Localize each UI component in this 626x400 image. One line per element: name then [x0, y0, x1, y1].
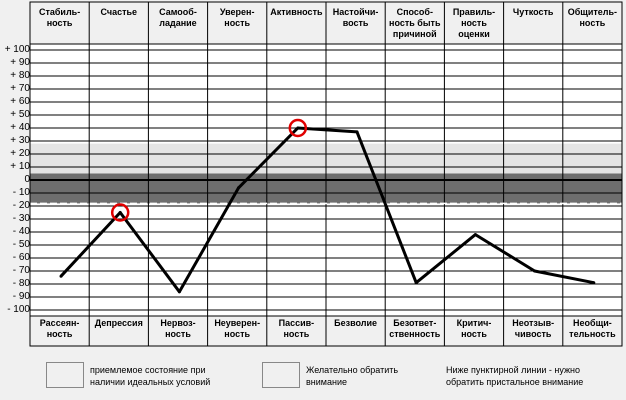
y-tick-label: + 90	[10, 57, 30, 68]
y-tick-label: + 100	[4, 44, 30, 55]
chart-frame	[29, 1, 623, 347]
y-tick-label: + 50	[10, 109, 30, 120]
legend-text-dark: Желательно обратить внимание	[306, 365, 399, 387]
y-tick-label: - 90	[12, 291, 30, 302]
y-tick-label: + 20	[10, 148, 30, 159]
y-tick-label: - 20	[12, 200, 30, 211]
legend-swatch-dark	[262, 362, 300, 388]
y-tick-label: - 70	[12, 265, 30, 276]
top-category-label: Способ-ность быть причиной	[389, 7, 441, 39]
data-point	[296, 126, 300, 130]
top-category-label: Стабиль- ность	[38, 7, 81, 28]
bottom-category-label: Нервоз- ность	[160, 318, 196, 339]
data-point	[473, 233, 477, 237]
data-point	[118, 211, 122, 214]
y-tick-label: + 40	[10, 122, 30, 133]
bottom-category-label: Неотзыв- чивость	[512, 318, 555, 339]
data-point	[237, 186, 241, 190]
data-point	[414, 281, 418, 285]
bottom-category-label: Критич- ность	[456, 318, 492, 339]
bottom-category-label: Неуверен- ность	[214, 318, 261, 339]
data-point	[592, 281, 596, 285]
y-tick-label: - 50	[12, 239, 30, 250]
highlight-circle	[110, 203, 130, 222]
bottom-category-label: Необщи- тельность	[569, 318, 616, 339]
y-tick-label: - 80	[12, 278, 30, 289]
top-category-label: Правиль- ность оценки	[452, 7, 496, 39]
series-line	[59, 126, 595, 294]
y-tick-label: - 30	[12, 213, 30, 224]
legend-text-light: приемлемое состояние при наличии идеальн…	[90, 365, 211, 387]
top-category-label: Активность	[270, 7, 323, 17]
bottom-category-label: Пассив- ность	[278, 318, 315, 339]
top-category-label: Уверен- ность	[219, 7, 255, 28]
y-tick-label: + 70	[10, 83, 30, 94]
y-tick-label: - 40	[12, 226, 30, 237]
top-category-label: Общитель- ность	[567, 7, 618, 28]
y-tick-label: + 10	[10, 161, 30, 172]
data-point	[177, 290, 181, 294]
bottom-category-label: Рассеян- ность	[39, 318, 80, 339]
data-point	[59, 274, 63, 278]
legend-text-dashed: Ниже пунктирной линии - нужно обратить п…	[446, 365, 584, 387]
bottom-category-label: Безволие	[334, 318, 378, 328]
top-category-label: Чуткость	[512, 7, 554, 17]
y-tick-label: + 80	[10, 70, 30, 81]
y-tick-label: + 60	[10, 96, 30, 107]
bottom-category-label: Безответ- ственность	[389, 318, 441, 339]
y-tick-label: + 30	[10, 135, 30, 146]
top-category-label: Самооб- ладание	[159, 7, 197, 28]
y-tick-label: 0	[24, 174, 30, 185]
highlight-circle	[288, 118, 308, 138]
bottom-category-label: Депрессия	[94, 318, 143, 328]
top-category-label: Счастье	[100, 7, 138, 17]
legend-swatch-light	[46, 362, 84, 388]
y-tick-label: - 10	[12, 187, 30, 198]
y-tick-label: - 100	[7, 304, 30, 315]
data-point	[355, 130, 359, 134]
data-point	[533, 269, 537, 273]
top-category-label: Настойчи- вость	[332, 7, 379, 28]
y-tick-label: - 60	[12, 252, 30, 263]
